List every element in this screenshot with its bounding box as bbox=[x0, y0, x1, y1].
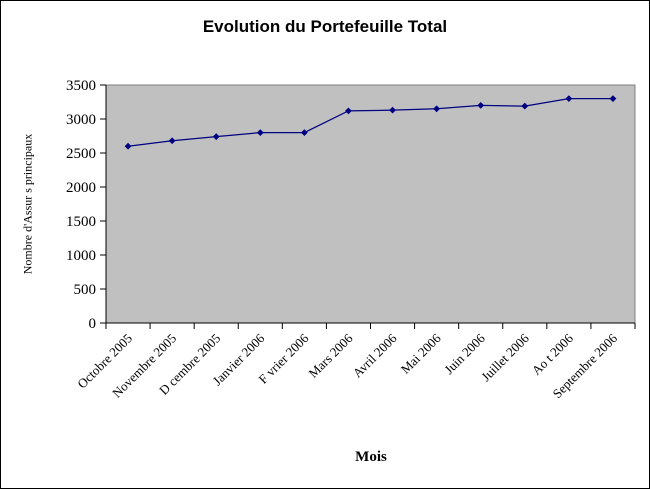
x-tick-label: Juillet 2006 bbox=[478, 330, 532, 384]
data-point-marker bbox=[389, 106, 396, 114]
x-axis-title: Mois bbox=[355, 449, 387, 465]
data-point-marker bbox=[609, 95, 617, 102]
y-axis-title: Nombre d'Assur s principaux bbox=[20, 133, 35, 275]
y-tick-label: 2500 bbox=[66, 146, 96, 162]
y-tick-label: 500 bbox=[74, 282, 97, 298]
data-point-marker bbox=[433, 105, 441, 113]
y-tick-label: 3000 bbox=[66, 112, 96, 128]
y-tick-label: 1500 bbox=[66, 214, 96, 230]
x-tick-label: Mars 2006 bbox=[305, 330, 356, 381]
y-tick-label: 3500 bbox=[66, 78, 96, 94]
data-point-marker bbox=[300, 129, 308, 136]
data-point-marker bbox=[124, 142, 132, 150]
y-tick-label: 0 bbox=[89, 316, 97, 332]
data-point-marker bbox=[521, 102, 529, 110]
data-point-marker bbox=[212, 133, 220, 141]
y-tick-label: 1000 bbox=[66, 248, 96, 264]
x-tick-label: Avril 2006 bbox=[350, 330, 400, 380]
data-point-marker bbox=[477, 102, 485, 109]
series-line bbox=[127, 97, 613, 147]
data-point-marker bbox=[168, 137, 176, 145]
data-point-marker bbox=[565, 95, 573, 102]
chart-title: Evolution du Portefeuille Total bbox=[202, 17, 448, 36]
plot-area bbox=[105, 84, 636, 324]
x-tick-label: Mai 2006 bbox=[398, 330, 444, 376]
data-point-marker bbox=[256, 129, 264, 136]
y-tick-label: 2000 bbox=[66, 180, 96, 196]
data-point-marker bbox=[345, 107, 352, 115]
